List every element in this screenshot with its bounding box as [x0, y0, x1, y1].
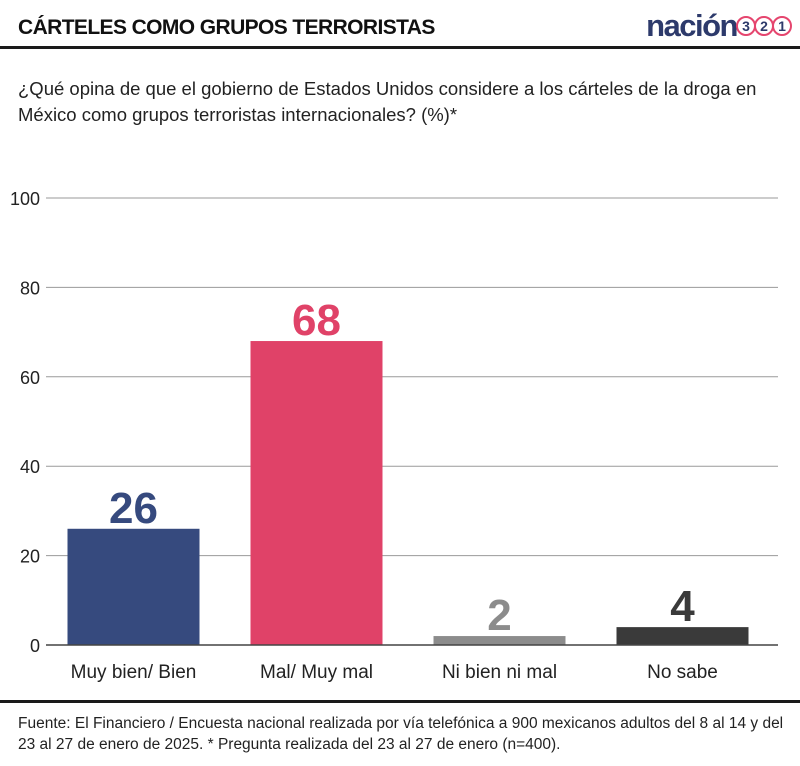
brand-digit-2: 2	[754, 16, 774, 36]
chart-title: CÁRTELES COMO GRUPOS TERRORISTAS	[18, 16, 435, 39]
y-tick-label: 0	[30, 636, 40, 656]
data-label: 2	[487, 591, 511, 640]
source-note: Fuente: El Financiero / Encuesta naciona…	[18, 715, 784, 753]
y-tick-label: 60	[20, 368, 40, 388]
x-tick-label: Ni bien ni mal	[442, 662, 557, 683]
x-tick-label: Mal/ Muy mal	[260, 662, 373, 683]
y-tick-label: 20	[20, 547, 40, 567]
bottom-rule	[0, 700, 800, 703]
brand-digit-3: 3	[736, 16, 756, 36]
y-tick-label: 100	[10, 189, 40, 209]
y-tick-label: 80	[20, 278, 40, 298]
header: CÁRTELES COMO GRUPOS TERRORISTAS nación …	[0, 0, 800, 50]
bar	[250, 341, 383, 645]
x-tick-label: No sabe	[647, 662, 718, 683]
x-tick-label: Muy bien/ Bien	[71, 662, 197, 683]
bar	[433, 636, 566, 645]
y-tick-label: 40	[20, 457, 40, 477]
bar	[67, 528, 200, 645]
brand-logo: nación 3 2 1	[646, 8, 792, 44]
data-label: 26	[109, 484, 158, 533]
bar	[616, 627, 749, 645]
brand-digit-1: 1	[772, 16, 792, 36]
bar-chart: 0 20 40 60 80 100 26 Muy bien/ Bien 68 Mal/ Muy m…	[10, 189, 778, 683]
brand-circles: 3 2 1	[736, 16, 792, 36]
chart-question: ¿Qué opina de que el gobierno de Estados…	[18, 78, 757, 125]
brand-word: nación	[646, 8, 738, 43]
data-label: 4	[670, 582, 695, 631]
data-label: 68	[292, 296, 341, 345]
top-rule	[0, 46, 800, 49]
